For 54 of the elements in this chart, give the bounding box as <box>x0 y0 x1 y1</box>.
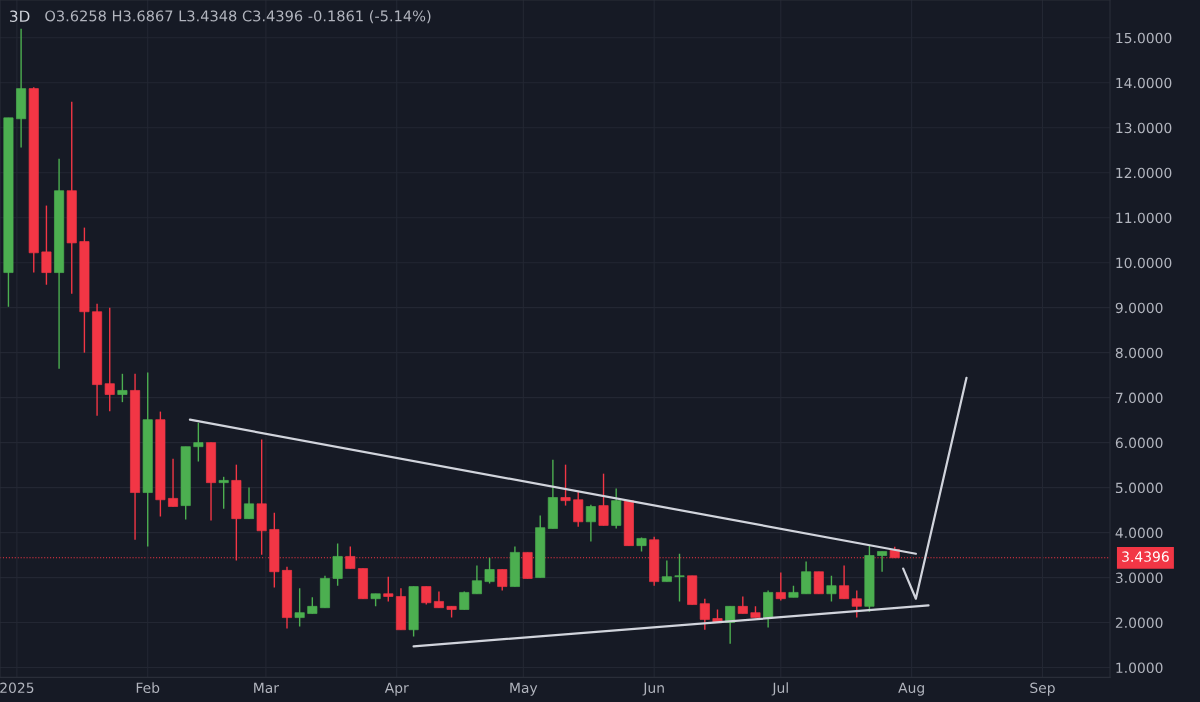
candlestick <box>560 463 571 507</box>
y-tick-label: 10.0000 <box>1116 257 1172 269</box>
y-tick-label: 7.0000 <box>1116 392 1163 404</box>
y-tick-label: 13.0000 <box>1116 122 1172 134</box>
candlestick <box>775 571 786 602</box>
x-tick-label: 2025 <box>0 682 34 694</box>
candlestick <box>104 306 115 412</box>
candlestick <box>801 560 812 595</box>
y-tick-label: 15.0000 <box>1116 32 1172 44</box>
y-tick-label: 5.0000 <box>1115 482 1163 494</box>
y-tick-label: 4.0000 <box>1115 527 1163 539</box>
candlestick <box>573 490 584 528</box>
candlestick <box>851 589 862 619</box>
candlestick <box>332 542 343 587</box>
y-tick-label: 9.0000 <box>1115 302 1163 314</box>
x-tick-label: Mar <box>254 682 279 694</box>
y-tick-label: 12.0000 <box>1116 167 1172 179</box>
x-tick-label: Jul <box>771 682 788 696</box>
candlestick <box>117 373 128 403</box>
candlestick <box>699 598 710 631</box>
y-tick-label: 8.0000 <box>1115 347 1163 359</box>
x-tick-label: Aug <box>898 682 924 696</box>
candlestick <box>497 568 508 592</box>
x-tick-label: Jun <box>642 682 664 696</box>
candlestick <box>839 564 850 600</box>
y-tick-label: 14.0000 <box>1116 77 1172 89</box>
x-tick-label: Apr <box>384 682 409 696</box>
annotation: O3.6258 H3.6867 L3.4348 C3.4396 -0.1861 (-5.14%) <box>45 10 431 24</box>
y-tick-label: 6.0000 <box>1115 437 1163 449</box>
candlestick <box>193 422 204 463</box>
y-tick-label: 11.0000 <box>1116 212 1172 224</box>
candlestick <box>471 564 482 595</box>
candlestick <box>674 553 685 603</box>
candlestick <box>598 472 609 527</box>
candlestick <box>244 486 254 520</box>
candlestick <box>877 550 888 573</box>
candlestick <box>484 557 495 585</box>
y-tick-label: 3.0000 <box>1115 572 1163 584</box>
x-tick-label: Sep <box>1030 682 1055 696</box>
candlestick <box>661 559 672 583</box>
y-tick-label: 2.0000 <box>1115 617 1163 629</box>
candlestick <box>168 458 179 508</box>
candlestick <box>41 204 52 286</box>
y-tick-label: 1.0000 <box>1116 662 1163 674</box>
candlestick <box>218 476 229 510</box>
x-tick-label: May <box>510 682 538 696</box>
candlestick <box>826 575 837 603</box>
x-tick-label: Feb <box>136 682 160 694</box>
candlestick <box>294 587 305 628</box>
candlestick <box>813 571 824 595</box>
candlestick <box>383 575 394 603</box>
candlestick <box>585 504 596 543</box>
text: 3D <box>10 10 30 22</box>
ref-line-label: 3.4396 <box>1122 551 1169 562</box>
